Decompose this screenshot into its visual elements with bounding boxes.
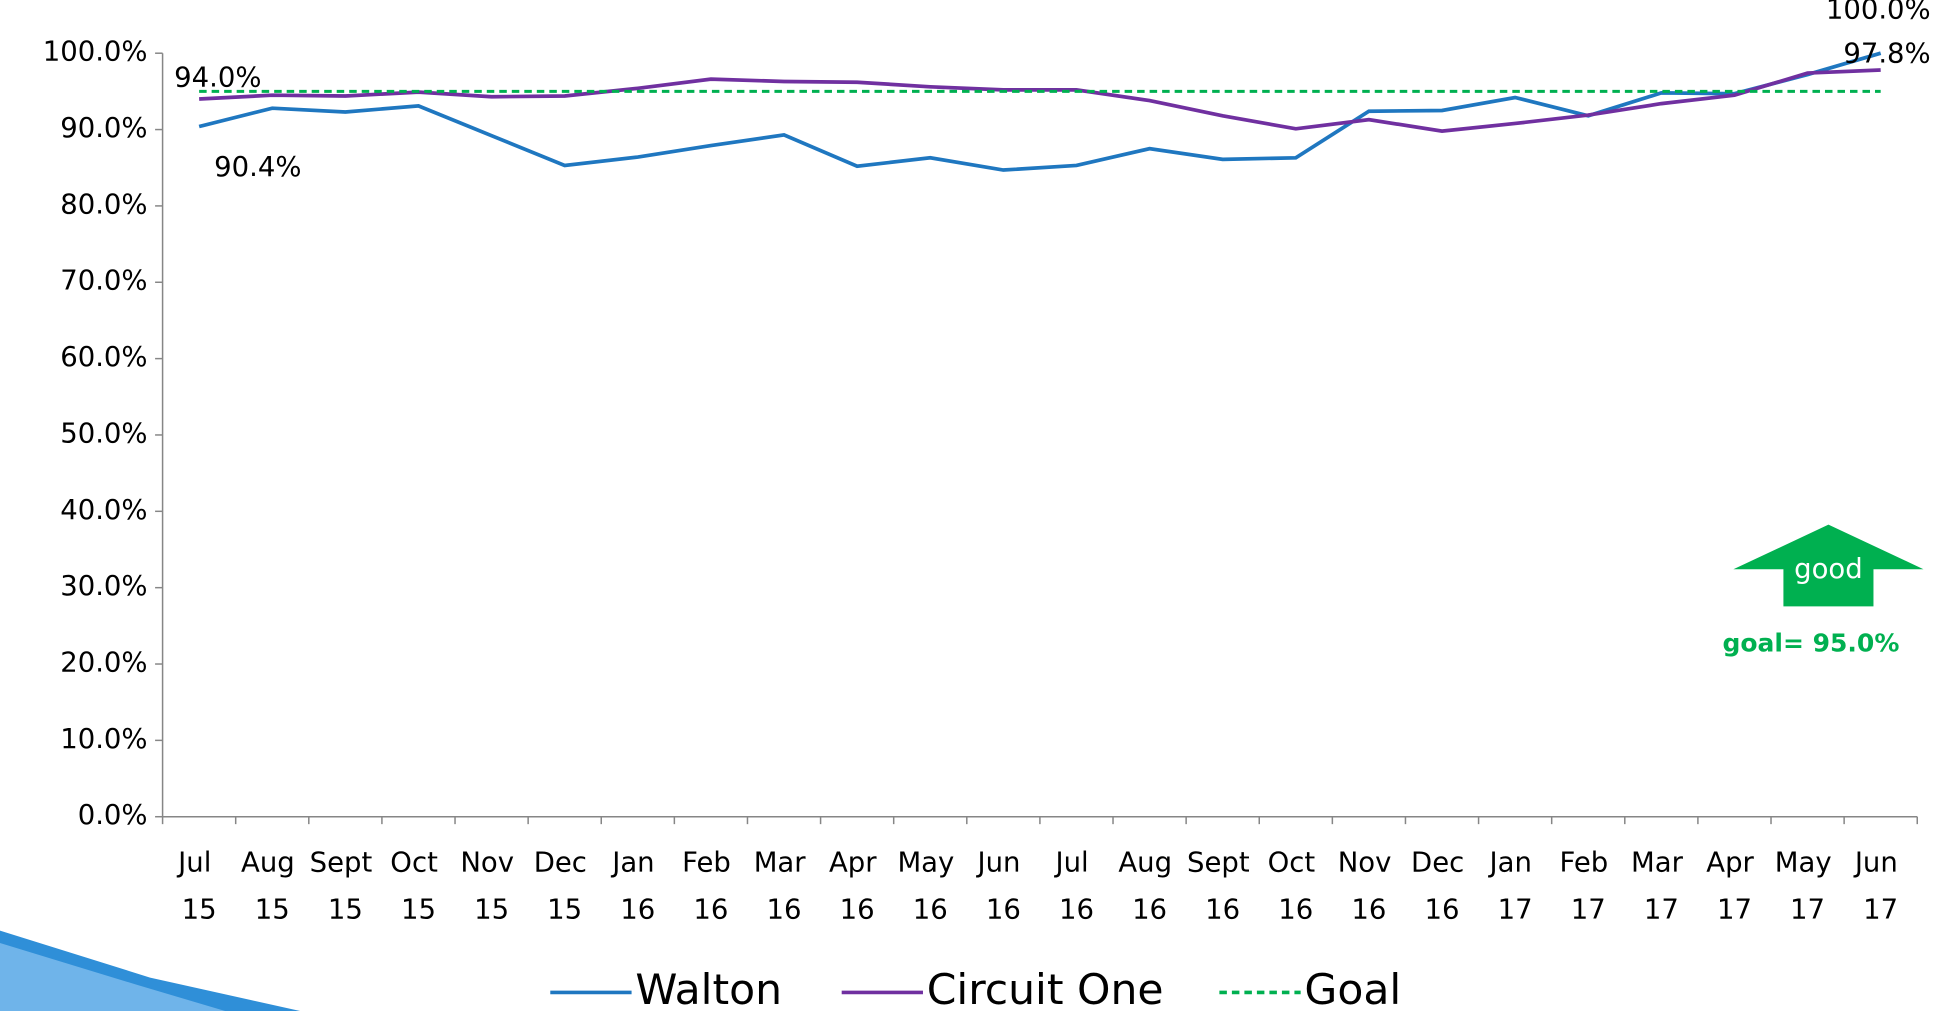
x-tick-label: Jan 16 [610,847,663,925]
legend-label: Circuit One [927,965,1164,1011]
x-tick-label: Mar 17 [1631,847,1692,925]
x-tick-label-line: 15 [182,894,217,925]
x-tick-label-line: Mar [1631,847,1692,878]
y-tick-label: 60.0% [60,342,147,373]
y-tick-label: 20.0% [60,648,147,679]
x-tick-label-line: 15 [547,894,582,925]
x-tick-label: Jun 17 [1853,847,1907,925]
annotation: good [1794,554,1863,585]
data-label: 94.0% [174,63,261,94]
x-tick-label-line: Jun [975,847,1029,878]
x-tick-label-line: 16 [1205,894,1240,925]
x-tick-label-line: Dec [1411,847,1473,878]
x-tick-label-line: 16 [1132,894,1167,925]
x-tick-label-line: Nov [1338,847,1400,878]
x-tick-label-line: 17 [1571,894,1606,925]
x-tick-label-line: 16 [840,894,875,925]
x-tick-label-line: Feb [682,847,739,878]
x-tick-label-line: May [1775,847,1841,878]
x-tick-label-line: Apr [1706,847,1762,878]
x-tick-label-line: 16 [1351,894,1386,925]
x-tick-label: Jun 16 [975,847,1029,925]
y-tick-label: 0.0% [78,800,148,831]
x-tick-label-line: Mar [754,847,815,878]
x-tick-label: Nov 15 [460,847,522,925]
x-tick-label-line: Jan [610,847,663,878]
y-tick-label: 90.0% [60,113,147,144]
x-tick-label: Apr 17 [1706,847,1762,925]
series-line [198,51,1882,172]
x-tick-label-line: 17 [1498,894,1533,925]
x-tick-label: Oct 16 [1268,847,1324,925]
x-tick-label-line: Dec [534,847,596,878]
x-tick-label-line: Apr [829,847,885,878]
y-tick-label: 80.0% [60,190,147,221]
x-tick-label-line: Jun [1853,847,1907,878]
y-tick-label: 10.0% [60,724,147,755]
x-tick-label-line: May [897,847,963,878]
x-tick-label: Aug 16 [1118,847,1180,925]
x-tick-label-line: Oct [390,847,446,878]
x-tick-label: Dec 16 [1411,847,1473,925]
x-tick-label: Mar 16 [754,847,815,925]
x-tick-label-line: 15 [328,894,363,925]
x-tick-label-line: 16 [1278,894,1313,925]
x-tick-label-line: Sept [1187,847,1258,878]
x-tick-label: Feb 17 [1560,847,1617,925]
y-tick-label: 30.0% [60,571,147,602]
decoration [0,942,226,1011]
x-tick-label-line: 17 [1644,894,1679,925]
y-tick-label: 70.0% [60,266,147,297]
x-tick-label-line: 17 [1863,894,1898,925]
x-tick-label-line: 17 [1717,894,1752,925]
annotation: goal= 95.0% [1722,629,1899,658]
x-tick-label-line: Sept [310,847,381,878]
x-tick-label-line: 16 [767,894,802,925]
x-tick-label-line: 16 [1425,894,1460,925]
x-tick-label: May 17 [1775,847,1841,925]
x-tick-label: Sept 16 [1187,847,1258,925]
x-tick-label: Aug 15 [241,847,303,925]
x-tick-label: Sept 15 [310,847,381,925]
x-tick-label: Jul 16 [1053,847,1097,925]
legend-label: Walton [635,965,782,1011]
x-tick-label: Jan 17 [1488,847,1541,925]
x-tick-label: Nov 16 [1338,847,1400,925]
series-line [199,68,1881,133]
x-tick-label-line: Oct [1268,847,1324,878]
x-tick-label: Oct 15 [390,847,446,925]
data-label: 97.8% [1843,39,1930,70]
x-tick-label-line: Jul [1053,847,1097,878]
x-tick-label-line: Jan [1488,847,1541,878]
x-tick-label: Dec 15 [534,847,596,925]
x-tick-label-line: 15 [474,894,509,925]
x-tick-label-line: 16 [693,894,728,925]
x-tick-label-line: 16 [913,894,948,925]
x-tick-label-line: 16 [1059,894,1094,925]
y-tick-label: 100.0% [43,37,148,68]
x-tick-label-line: 17 [1790,894,1825,925]
y-tick-label: 40.0% [60,495,147,526]
x-tick-label-line: Jul [176,847,220,878]
x-tick-label-line: 15 [401,894,436,925]
legend-label: Goal [1304,965,1401,1011]
data-label: 100.0% [1826,0,1931,26]
x-tick-label-line: 16 [620,894,655,925]
x-tick-label-line: Aug [241,847,303,878]
x-tick-label-line: 15 [255,894,290,925]
x-tick-label: May 16 [897,847,963,925]
x-tick-label-line: Feb [1560,847,1617,878]
x-tick-label: Jul 15 [176,847,220,925]
x-tick-label-line: 16 [986,894,1021,925]
good-arrow [1733,524,1924,607]
x-tick-label: Apr 16 [829,847,885,925]
data-label: 90.4% [214,152,301,183]
x-tick-label: Feb 16 [682,847,739,925]
y-tick-label: 50.0% [60,419,147,450]
x-tick-label-line: Aug [1118,847,1180,878]
x-tick-label-line: Nov [460,847,522,878]
